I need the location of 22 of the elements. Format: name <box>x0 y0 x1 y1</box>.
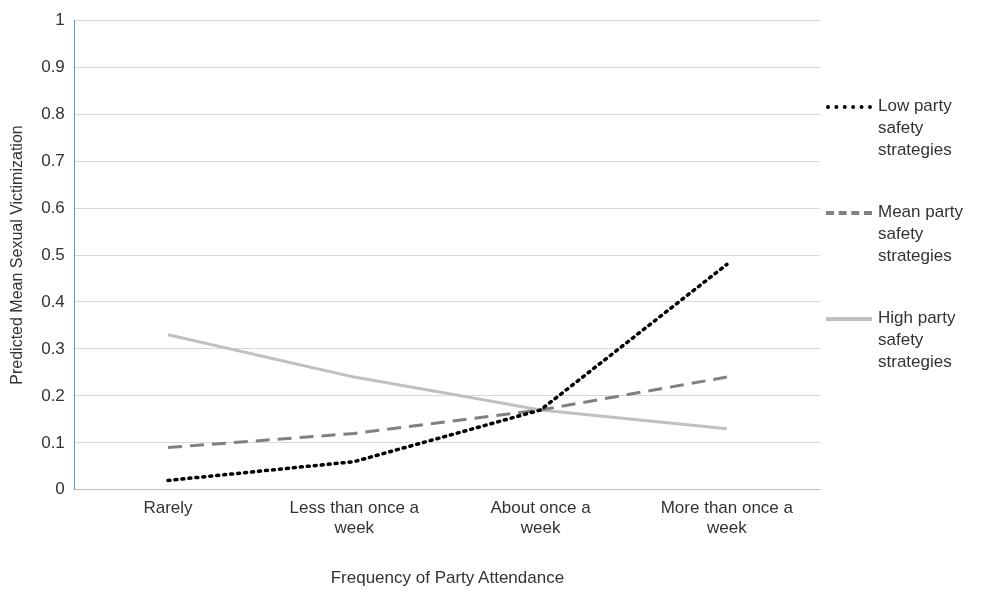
y-tick-label: 0.8 <box>41 103 65 123</box>
y-tick-label: 0 <box>55 479 65 499</box>
y-tick-label: 0.3 <box>41 338 65 358</box>
y-tick-label: 0.7 <box>41 150 65 170</box>
y-axis-title: Predicted Mean Sexual Victimization <box>8 125 26 385</box>
x-axis-title: Frequency of Party Attendance <box>330 568 565 588</box>
line-series <box>166 262 729 483</box>
line-series <box>166 375 729 450</box>
y-tick-label: 0.5 <box>41 244 65 264</box>
legend-label: High party safety strategies <box>878 307 957 373</box>
x-tick-label: About once a week <box>490 497 592 538</box>
y-tick-label: 0.2 <box>41 385 65 405</box>
y-tick-label: 1 <box>55 9 65 29</box>
y-tick-label: 0.4 <box>41 291 65 311</box>
x-tick-label: Rarely <box>143 497 194 517</box>
x-tick-label: More than once a week <box>660 497 794 538</box>
y-tick-label: 0.6 <box>41 197 65 217</box>
y-tick-label: 0.1 <box>41 432 65 452</box>
y-tick-label: 0.9 <box>41 56 65 76</box>
legend-label: Mean party safety strategies <box>878 201 965 267</box>
x-tick-label: Less than once a week <box>289 497 420 538</box>
legend-label: Low party safety strategies <box>878 95 953 161</box>
